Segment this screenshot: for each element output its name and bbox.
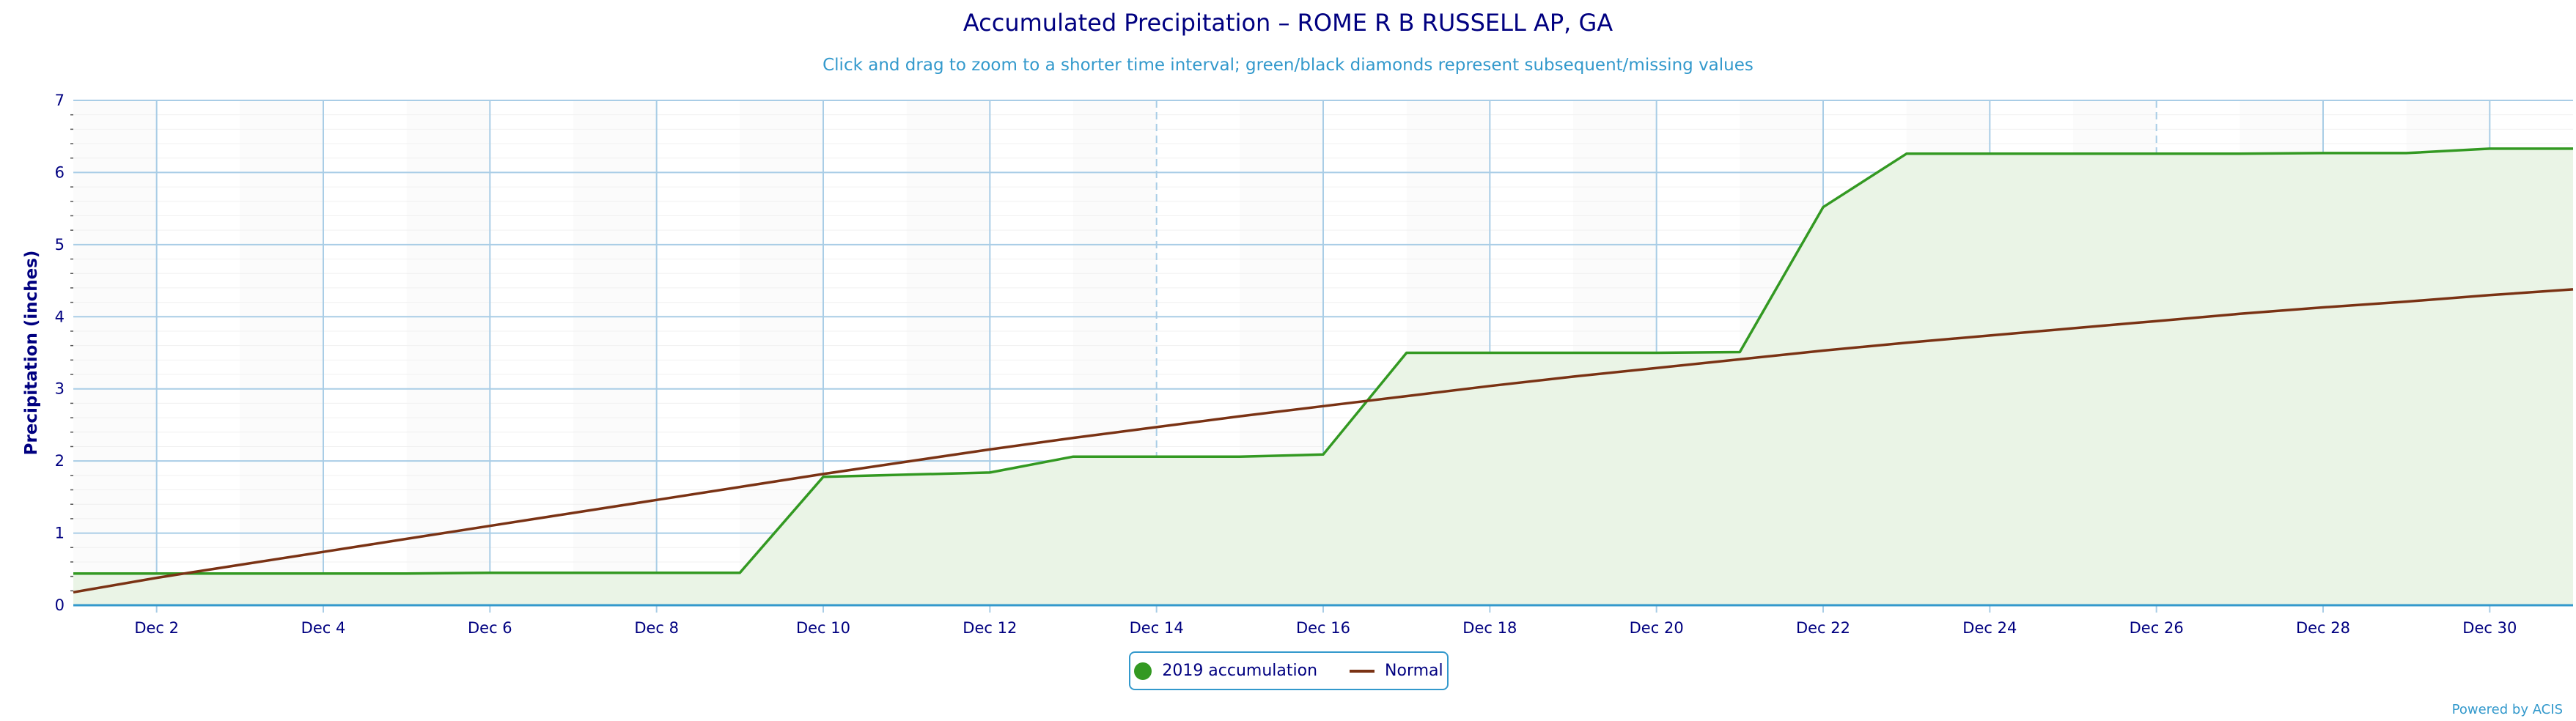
plot-band <box>406 100 490 605</box>
legend-item-normal[interactable]: Normal <box>1350 662 1443 680</box>
accumulation-marker-icon <box>1134 662 1152 680</box>
x-tick-label: Dec 14 <box>1130 619 1184 637</box>
x-tick-label: Dec 2 <box>134 619 179 637</box>
x-tick-label: Dec 6 <box>468 619 512 637</box>
y-tick-label: 5 <box>55 236 65 254</box>
legend-label: Normal <box>1385 662 1443 680</box>
normal-line-icon <box>1350 669 1375 673</box>
y-tick-label: 2 <box>55 452 65 470</box>
y-axis-title: Precipitation (inches) <box>22 251 41 456</box>
legend: 2019 accumulation Normal <box>1129 651 1449 690</box>
y-tick-label: 3 <box>55 380 65 398</box>
y-tick-label: 7 <box>55 92 65 109</box>
x-tick-label: Dec 26 <box>2130 619 2184 637</box>
plot-band <box>240 100 323 605</box>
accumulation-line <box>73 147 2573 575</box>
accumulation-area <box>73 148 2573 605</box>
credits-link[interactable]: Powered by ACIS <box>2451 702 2563 717</box>
chart-title: Accumulated Precipitation – ROME R B RUS… <box>963 9 1613 37</box>
x-tick-label: Dec 22 <box>1796 619 1850 637</box>
x-tick-label: Dec 30 <box>2462 619 2517 637</box>
chart-subtitle: Click and drag to zoom to a shorter time… <box>823 56 1753 75</box>
y-tick-label: 6 <box>55 163 65 181</box>
x-tick-label: Dec 16 <box>1296 619 1350 637</box>
y-tick-label: 4 <box>55 308 65 325</box>
y-tick-label: 0 <box>55 596 65 614</box>
plot-band <box>573 100 657 605</box>
x-tick-label: Dec 10 <box>796 619 850 637</box>
x-tick-label: Dec 20 <box>1630 619 1684 637</box>
x-tick-label: Dec 28 <box>2296 619 2350 637</box>
x-tick-label: Dec 8 <box>634 619 679 637</box>
x-tick-label: Dec 18 <box>1462 619 1517 637</box>
x-tick-label: Dec 12 <box>963 619 1017 637</box>
normal-line <box>73 288 2574 594</box>
x-tick-label: Dec 4 <box>301 619 346 637</box>
legend-label: 2019 accumulation <box>1162 662 1318 680</box>
y-tick-label: 1 <box>55 525 65 542</box>
legend-item-accumulation[interactable]: 2019 accumulation <box>1134 662 1317 680</box>
plot-band <box>73 100 157 605</box>
x-tick-label: Dec 24 <box>1962 619 2017 637</box>
